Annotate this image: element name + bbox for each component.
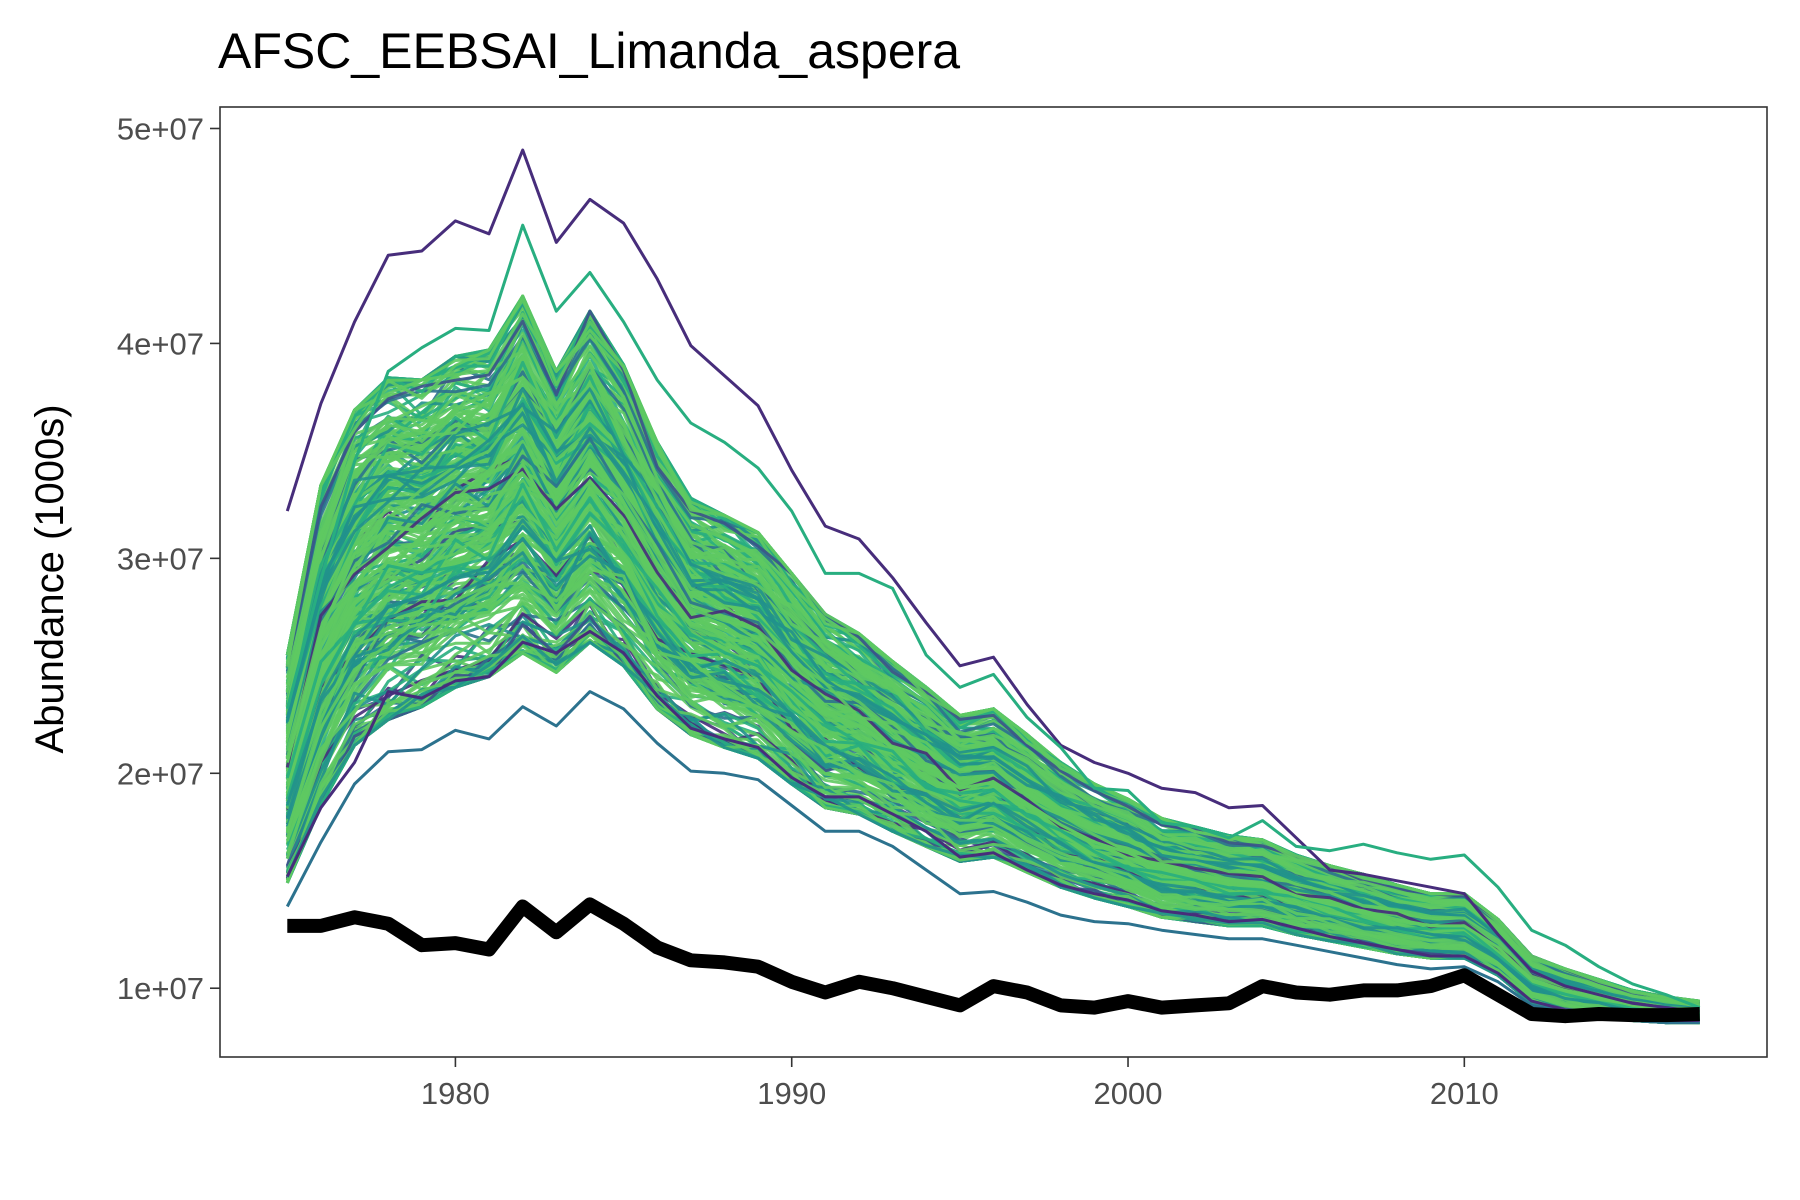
simulation-line	[285, 467, 1700, 1012]
y-axis: 1e+07 2e+07 3e+07 4e+07 5e+07	[117, 111, 220, 1006]
y-tick-label: 2e+07	[117, 756, 204, 791]
simulation-line	[285, 524, 1700, 1017]
x-tick-label: 1980	[421, 1076, 490, 1111]
simulation-line	[285, 431, 1700, 1011]
outlier-simulation-line	[285, 223, 1701, 1010]
simulation-line	[285, 331, 1700, 1006]
x-axis: 1980 1990 2000 2010	[421, 1057, 1499, 1111]
y-tick-label: 3e+07	[117, 541, 204, 576]
simulation-mean-line	[285, 461, 1700, 1014]
observed-series-line	[287, 897, 1700, 1024]
outlier-simulation-line	[285, 690, 1700, 1025]
simulation-line	[285, 579, 1700, 1023]
simulation-series-group	[285, 294, 1700, 1025]
x-tick-label: 2000	[1094, 1076, 1163, 1111]
outlier-simulation-line	[285, 148, 1700, 1014]
observed-series-group	[287, 897, 1700, 1024]
outlier-series-group	[285, 148, 1701, 1025]
simulation-line	[285, 634, 1700, 1025]
y-axis-label: Abundance (1000s)	[28, 404, 72, 753]
simulation-line	[285, 564, 1700, 1018]
simulation-line	[285, 387, 1700, 1009]
simulation-line	[285, 309, 1700, 1005]
y-tick-label: 4e+07	[117, 326, 204, 361]
chart-title: AFSC_EEBSAI_Limanda_aspera	[218, 23, 960, 79]
y-tick-label: 5e+07	[117, 111, 204, 146]
y-tick-label: 1e+07	[117, 971, 204, 1006]
x-tick-label: 1990	[757, 1076, 826, 1111]
outlier-simulation-line	[285, 629, 1700, 1022]
x-tick-label: 2010	[1430, 1076, 1499, 1111]
simulation-line	[285, 537, 1700, 1018]
simulation-line	[285, 376, 1700, 1007]
plot-panel-border	[219, 106, 1768, 1058]
